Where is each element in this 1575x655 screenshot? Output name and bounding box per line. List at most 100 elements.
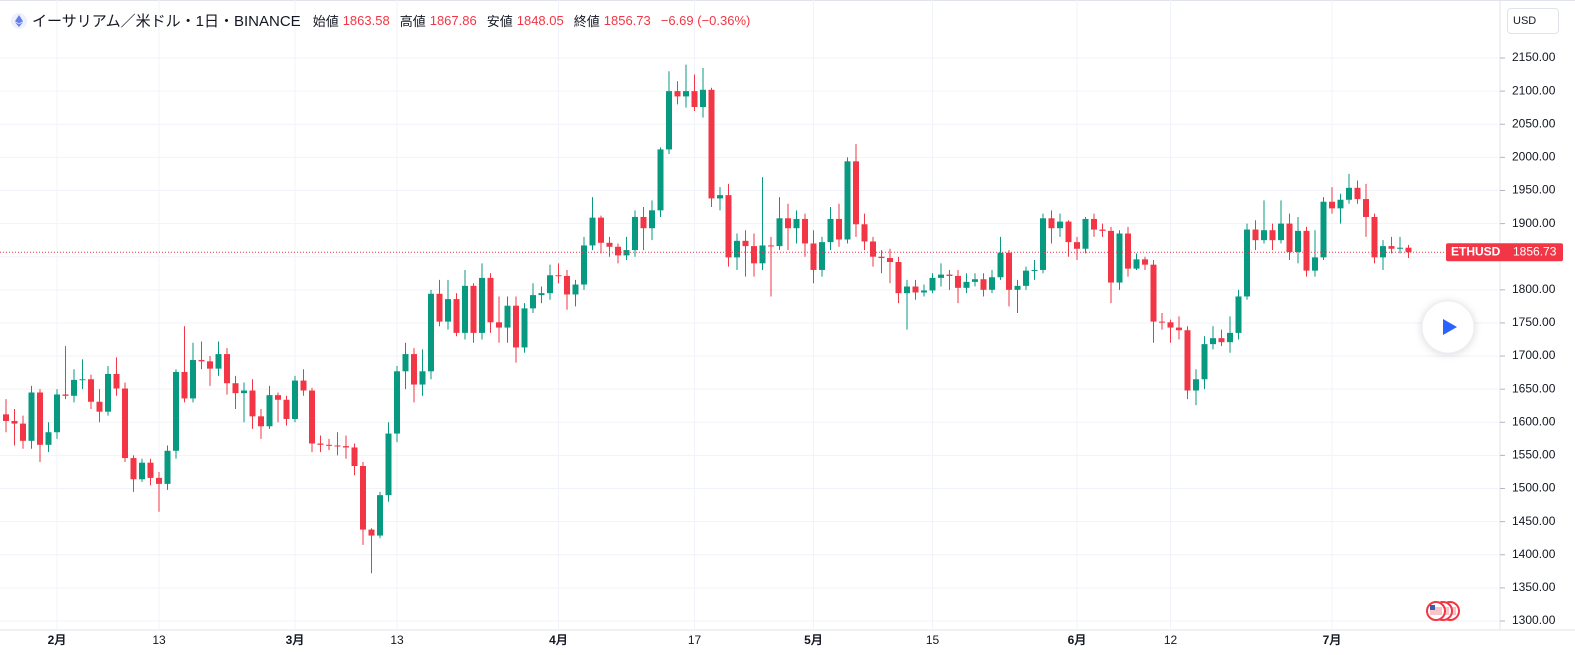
- candle-body: [717, 195, 723, 199]
- candle-body: [547, 275, 553, 294]
- candle-body: [445, 299, 451, 322]
- play-button[interactable]: [1421, 300, 1475, 354]
- candle-body: [980, 279, 987, 290]
- candle-body: [317, 443, 324, 445]
- y-tick-label: 1700.00: [1512, 348, 1556, 362]
- candle-body: [1023, 270, 1029, 286]
- candle-body: [147, 462, 154, 478]
- candle-body: [334, 445, 341, 447]
- candle-body: [632, 216, 638, 251]
- open-value: 1863.58: [342, 13, 390, 28]
- candle-body: [742, 240, 749, 247]
- x-tick-label: 13: [152, 633, 166, 647]
- candle-body: [360, 466, 366, 530]
- y-tick-label: 1650.00: [1512, 381, 1556, 395]
- candle-body: [615, 246, 621, 256]
- candle-body: [666, 91, 672, 150]
- candle-body: [1176, 327, 1182, 331]
- x-tick-label: 5月: [804, 633, 823, 647]
- candle-body: [1269, 230, 1276, 241]
- y-tick-label: 1400.00: [1512, 547, 1556, 561]
- candle-body: [819, 242, 825, 270]
- candle-body: [275, 395, 281, 400]
- candle-body: [368, 529, 375, 536]
- candle-body: [887, 258, 893, 263]
- candle-body: [708, 89, 715, 199]
- y-tick-label: 2000.00: [1512, 150, 1556, 164]
- candle-body: [71, 379, 77, 396]
- candle-body: [173, 371, 179, 451]
- candle-body: [1388, 246, 1395, 249]
- candle-body: [1014, 285, 1021, 290]
- candle-body: [1380, 246, 1386, 258]
- x-tick-label: 3月: [286, 633, 305, 647]
- candle-body: [564, 275, 570, 295]
- candle-body: [156, 477, 162, 484]
- candle-body: [1261, 230, 1267, 241]
- y-tick-label: 1300.00: [1512, 613, 1556, 627]
- candle-body: [844, 161, 851, 240]
- candle-body: [598, 217, 604, 243]
- candle-body: [912, 286, 919, 293]
- currency-button[interactable]: USD: [1507, 8, 1559, 34]
- candle-body: [28, 392, 35, 441]
- y-tick-label: 2050.00: [1512, 116, 1556, 130]
- open-label: 始値: [312, 14, 339, 29]
- high-value: 1867.86: [429, 13, 477, 28]
- candle-body: [776, 218, 783, 247]
- candle-body: [292, 380, 298, 419]
- candle-body: [496, 322, 502, 328]
- candle-body: [1006, 252, 1012, 290]
- candle-body: [190, 360, 196, 399]
- close-label: 終値: [573, 14, 600, 29]
- low-value: 1848.05: [516, 13, 564, 28]
- candle-body: [1295, 230, 1301, 253]
- y-tick-label: 1350.00: [1512, 580, 1556, 594]
- candle-body: [1244, 229, 1250, 297]
- candle-body: [640, 216, 647, 229]
- candle-body: [870, 241, 876, 257]
- candle-body: [725, 195, 732, 258]
- candle-body: [1184, 330, 1191, 391]
- x-tick-label: 12: [1164, 633, 1178, 647]
- candle-body: [122, 388, 128, 459]
- candle-body: [1397, 247, 1403, 249]
- candle-body: [487, 277, 494, 323]
- candle-body: [1227, 332, 1233, 343]
- candle-body: [768, 245, 774, 247]
- candle-body: [929, 277, 936, 291]
- candle-body: [1278, 223, 1284, 241]
- candle-body: [1329, 201, 1335, 209]
- x-tick-label: 13: [390, 633, 404, 647]
- x-tick-label: 2月: [48, 633, 67, 647]
- close-value: 1856.73: [603, 13, 651, 28]
- candle-body: [674, 91, 681, 97]
- candle-body: [1371, 216, 1378, 258]
- flag-stripes: [1430, 607, 1442, 615]
- candle-body: [1405, 247, 1412, 253]
- candle-body: [657, 149, 664, 211]
- candle-body: [1235, 296, 1242, 333]
- x-tick-label: 7月: [1323, 633, 1342, 647]
- candle-body: [1201, 344, 1208, 380]
- candle-body: [45, 432, 52, 445]
- candle-body: [810, 243, 817, 270]
- candle-body: [802, 218, 808, 244]
- x-tick-label: 6月: [1068, 633, 1087, 647]
- candle-body: [1065, 221, 1072, 243]
- candle-body: [88, 379, 94, 402]
- candle-body: [1286, 223, 1293, 253]
- candle-body: [232, 383, 239, 394]
- candle-body: [402, 354, 409, 372]
- eth-icon: [11, 12, 27, 29]
- candle-body: [79, 379, 86, 381]
- candle-body: [1116, 233, 1123, 283]
- y-tick-label: 2150.00: [1512, 50, 1556, 64]
- candle-body: [904, 286, 910, 294]
- candle-body: [606, 242, 613, 247]
- candle-body: [20, 423, 26, 441]
- candle-body: [198, 360, 205, 362]
- candle-body: [1125, 233, 1131, 269]
- candle-body: [1303, 230, 1310, 271]
